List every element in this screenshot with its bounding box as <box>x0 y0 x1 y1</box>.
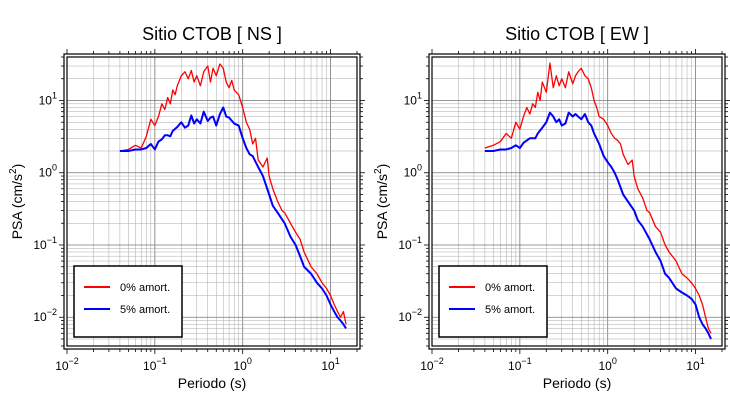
ns-y-tick-label: 10−1 <box>33 235 57 252</box>
ns-legend: 0% amort. 5% amort. <box>73 265 183 338</box>
ew-x-tick-label: 10−1 <box>508 356 532 373</box>
ns-x-tick-label: 10−2 <box>55 356 79 373</box>
ew-series-group <box>484 62 712 340</box>
ew-y-tick-label: 101 <box>404 90 422 107</box>
ew-y-axis-label: PSA (cm/s2) <box>373 164 390 240</box>
ns-y-tick-label: 100 <box>39 163 57 180</box>
ew-plot-frame <box>431 56 723 347</box>
ns-series-group <box>119 63 347 329</box>
ew-chart-title: Sitio CTOB [ EW ] <box>505 24 649 44</box>
ns-x-tick-label: 10−1 <box>143 356 167 373</box>
ew-grid <box>432 57 722 346</box>
ns-series-line-red <box>119 63 347 325</box>
ns-x-tick-label: 100 <box>234 356 252 373</box>
ns-plot-frame <box>66 56 358 347</box>
ns-legend-label: 0% amort. <box>120 282 170 294</box>
ew-y-tick-label: 100 <box>404 163 422 180</box>
ns-y-tick-label: 101 <box>39 90 57 107</box>
ns-series-line-blue <box>119 106 347 329</box>
ew-legend-label: 5% amort. <box>485 304 535 316</box>
ew-y-tick-label: 10−2 <box>398 307 422 324</box>
ew-series-line-blue <box>484 111 712 340</box>
ew-x-tick-label: 101 <box>686 356 704 373</box>
ew-legend-box <box>438 265 548 338</box>
ns-chart-title: Sitio CTOB [ NS ] <box>142 24 282 44</box>
ns-legend-label: 5% amort. <box>120 304 170 316</box>
ns-tick-marks <box>59 49 365 354</box>
ew-legend: 0% amort. 5% amort. <box>438 265 548 338</box>
ew-x-axis-label: Periodo (s) <box>543 375 611 391</box>
ew-chart-panel: 10−2 10−1 100 101 10−2 10−1 100 101 Sitio CTOB [… <box>373 24 730 391</box>
ew-tick-marks <box>424 49 730 354</box>
ns-y-tick-label: 10−2 <box>33 307 57 324</box>
ew-y-tick-label: 10−1 <box>398 235 422 252</box>
ew-legend-label: 0% amort. <box>485 282 535 294</box>
ew-series-line-red <box>484 62 712 334</box>
ns-chart-panel: 10−2 10−1 100 101 10−2 10−1 100 101 Sitio CTOB [… <box>8 24 365 391</box>
ns-legend-box <box>73 265 183 338</box>
ns-x-tick-label: 101 <box>321 356 339 373</box>
ew-x-tick-label: 10−2 <box>420 356 444 373</box>
ns-x-axis-label: Periodo (s) <box>178 375 246 391</box>
ew-x-tick-label: 100 <box>599 356 617 373</box>
ns-y-axis-label: PSA (cm/s2) <box>8 164 25 240</box>
